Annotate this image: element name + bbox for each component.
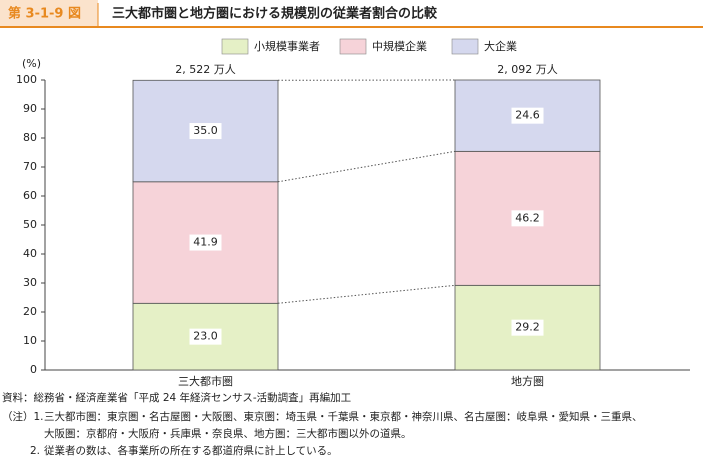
legend-swatch	[451, 38, 479, 55]
value-label-bg	[511, 107, 544, 124]
value-label: 41.9	[193, 236, 218, 249]
y-tick-label: 90	[23, 102, 37, 115]
figure-label: 第 3-1-9 図	[8, 6, 81, 22]
note: 三大都市圏：東京圏・名古屋圏・大阪圏、東京圏：埼玉県・千葉県・東京都・神奈川県、…	[44, 410, 643, 423]
note: 大阪圏：京都府・大阪府・兵庫県・奈良県、地方圏：三大都市圏以外の道県。	[44, 427, 412, 440]
bar-total-label: 2, 092 万人	[497, 63, 557, 76]
y-tick-label: 50	[23, 218, 37, 231]
value-label-bg	[189, 328, 222, 345]
y-tick-label: 0	[30, 363, 37, 376]
legend-swatch	[339, 38, 367, 55]
connector	[277, 150, 456, 183]
legend-swatch	[221, 38, 249, 55]
y-tick-label: 80	[23, 131, 37, 144]
y-unit: (%)	[22, 57, 41, 70]
y-tick-label: 30	[23, 276, 37, 289]
value-label-bg	[511, 319, 544, 336]
y-tick-label: 70	[23, 160, 37, 173]
note-label: 2.	[30, 445, 40, 457]
legend-label: 小規模事業者	[254, 39, 320, 53]
value-label: 46.2	[515, 211, 540, 224]
value-label: 24.6	[515, 109, 540, 122]
note-label: （注）1.	[2, 410, 44, 423]
legend-label: 大企業	[484, 39, 517, 53]
x-tick-label: 三大都市圏	[178, 374, 233, 388]
header-box	[0, 0, 98, 26]
chart-title: 三大都市圏と地方圏における規模別の従業者割合の比較	[112, 6, 438, 22]
value-label-bg	[511, 210, 544, 227]
legend-label: 中規模企業	[372, 39, 427, 53]
y-tick-label: 60	[23, 189, 37, 202]
y-tick-label: 100	[16, 73, 37, 86]
y-tick-label: 10	[23, 334, 37, 347]
connector	[277, 284, 456, 304]
value-label-bg	[189, 123, 222, 140]
value-label: 23.0	[193, 330, 218, 343]
value-label-bg	[189, 234, 222, 251]
x-tick-label: 地方圏	[511, 374, 544, 388]
y-tick-label: 40	[23, 247, 37, 260]
note: 従業者の数は、各事業所の所在する都道府県に計上している。	[44, 444, 338, 457]
bar-total-label: 2, 522 万人	[175, 63, 235, 76]
value-label: 29.2	[515, 321, 540, 334]
value-label: 35.0	[193, 124, 218, 137]
y-tick-label: 20	[23, 305, 37, 318]
source: 資料：総務省・経済産業省「平成 24 年経済センサス-活動調査」再編加工	[2, 391, 351, 404]
